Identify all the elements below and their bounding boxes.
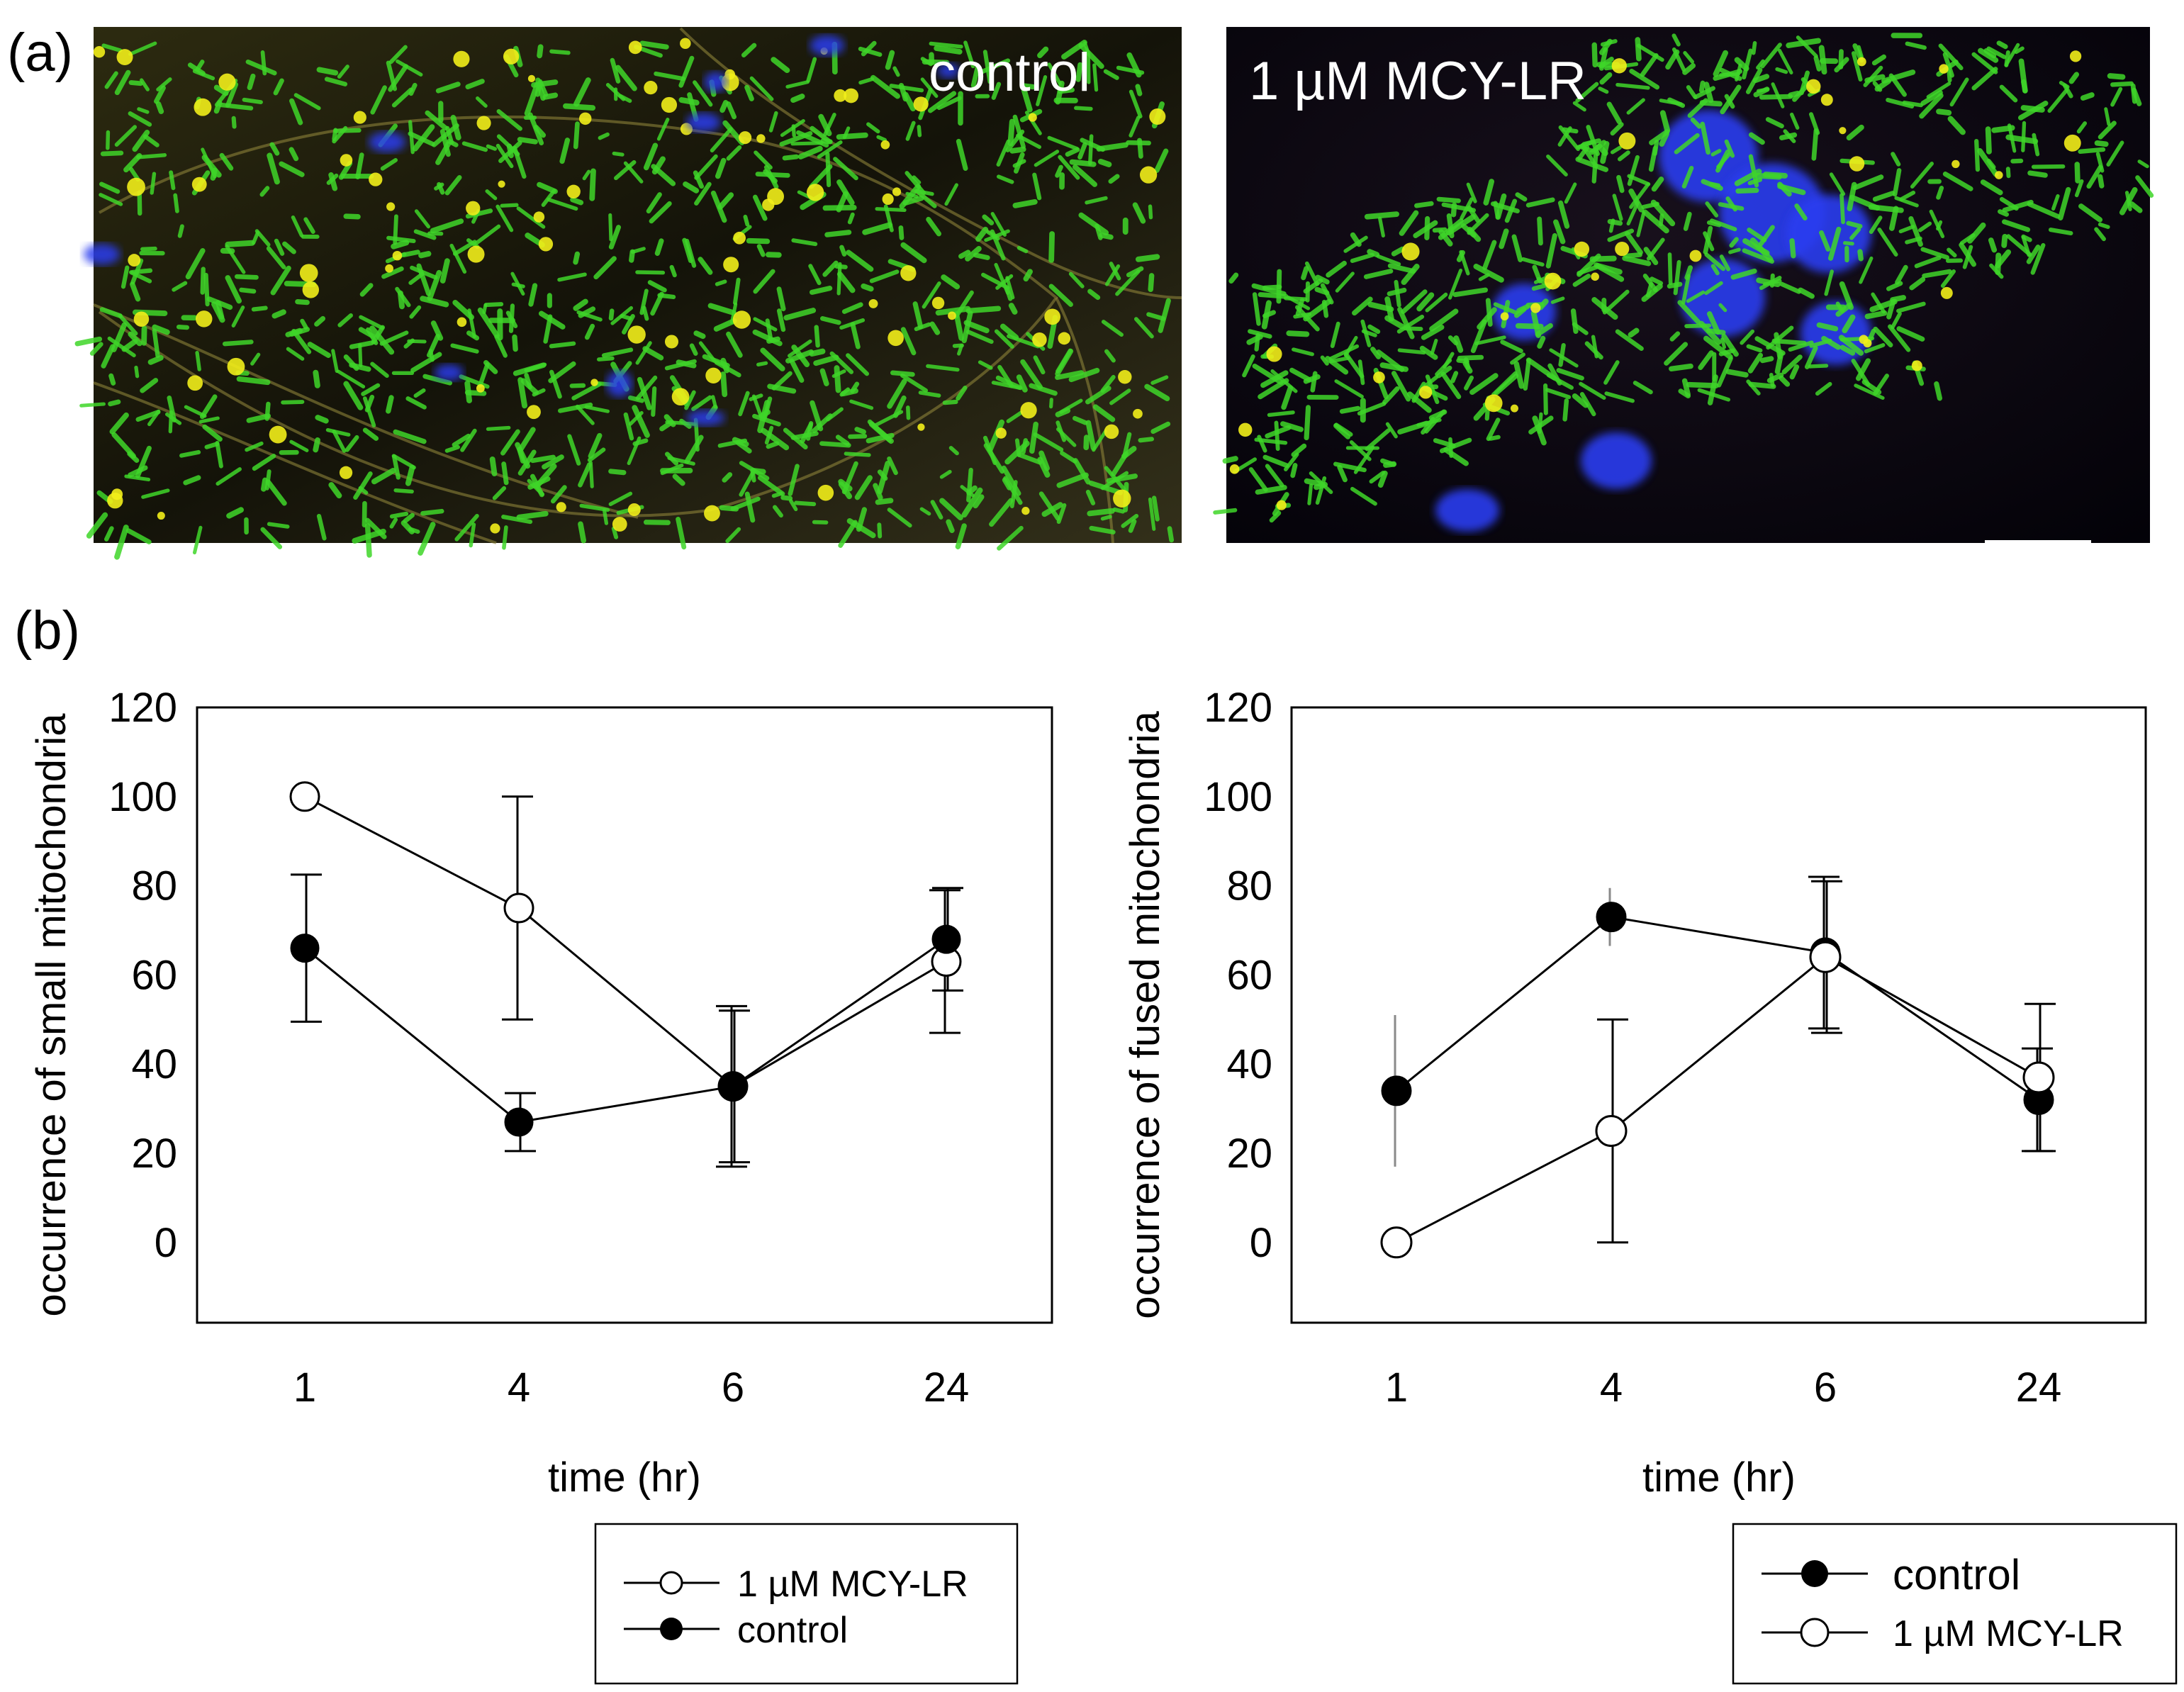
data-point-open	[1809, 941, 1842, 973]
plot-area	[1380, 875, 2056, 1259]
y-tick-label: 120	[108, 685, 177, 731]
cell-membrane	[1055, 297, 1114, 544]
plot-area	[289, 781, 963, 1168]
series-line	[1396, 916, 2039, 1101]
y-tick-label: 40	[131, 1041, 177, 1087]
plot-frame	[1290, 706, 2147, 1324]
x-axis-label: time (hr)	[1642, 1455, 1796, 1501]
y-axis-label: occurrence of fused mitochondria	[1122, 710, 1168, 1318]
x-tick-label: 6	[722, 1365, 744, 1411]
chart-fused-mitochondria: 0 20 40 60 80 100 120 1 4 6 24 time (hr) occurren…	[1122, 685, 2178, 1685]
series-line	[304, 795, 947, 1088]
data-point-filled	[504, 1107, 534, 1137]
y-tick-label: 60	[131, 952, 177, 998]
mitochondria-mcy-lr	[1213, 33, 2154, 532]
micrograph-label-control: control	[929, 43, 1090, 103]
data-point-filled	[718, 1072, 748, 1102]
data-point-filled	[290, 934, 320, 963]
data-point-open	[503, 892, 534, 924]
y-tick-label: 40	[1226, 1041, 1272, 1087]
micrograph-control: control	[74, 27, 1182, 560]
legend: control 1 µM MCY-LR	[1732, 1523, 2178, 1685]
x-tick-label: 1	[1385, 1365, 1408, 1411]
micrograph-mcy-lr: 1 µM MCY-LR	[1213, 27, 2154, 544]
series-line	[1396, 956, 2039, 1244]
y-tick-label: 0	[155, 1220, 177, 1266]
y-tick-label: 60	[1226, 952, 1272, 998]
y-axis-label: occurrence of small mitochondria	[28, 713, 74, 1317]
legend-marker-open	[659, 1571, 683, 1595]
data-point-filled	[1596, 902, 1627, 933]
y-tick-label: 100	[1204, 774, 1272, 820]
y-tick-label: 80	[131, 863, 177, 909]
data-point-open	[2022, 1061, 2055, 1094]
x-tick-label: 4	[508, 1365, 530, 1411]
legend-label: 1 µM MCY-LR	[1893, 1613, 2124, 1654]
x-tick-label: 4	[1600, 1365, 1623, 1411]
y-ticks: 0 20 40 60 80 100 120	[108, 685, 177, 1266]
data-point-filled	[931, 924, 961, 954]
legend-marker-filled	[1801, 1560, 1828, 1587]
x-axis-label: time (hr)	[548, 1455, 701, 1501]
legend: 1 µM MCY-LR control	[594, 1523, 1019, 1685]
scale-bar	[1985, 540, 2091, 544]
data-point-filled	[1381, 1075, 1412, 1106]
legend-box	[594, 1523, 1019, 1685]
series-line	[304, 938, 947, 1124]
x-tick-label: 6	[1814, 1365, 1837, 1411]
legend-label: control	[737, 1610, 848, 1651]
legend-label: 1 µM MCY-LR	[737, 1564, 968, 1605]
panel-label-a: (a)	[7, 23, 73, 83]
cell-membrane	[93, 381, 497, 544]
x-tick-label: 1	[293, 1365, 316, 1411]
data-point-open	[289, 781, 320, 812]
data-point-open	[1595, 1115, 1628, 1148]
mitochondria-control	[74, 35, 1175, 560]
legend-marker-open	[1800, 1618, 1830, 1647]
y-tick-label: 20	[1226, 1131, 1272, 1177]
y-ticks: 0 20 40 60 80 100 120	[1204, 685, 1272, 1266]
x-tick-label: 24	[924, 1365, 970, 1411]
x-ticks: 1 4 6 24	[293, 1365, 969, 1411]
y-tick-label: 120	[1204, 685, 1272, 731]
y-tick-label: 100	[108, 774, 177, 820]
y-tick-label: 0	[1250, 1220, 1272, 1266]
legend-label: control	[1893, 1551, 2020, 1598]
y-tick-label: 80	[1226, 863, 1272, 909]
legend-marker-filled	[660, 1618, 683, 1640]
y-tick-label: 20	[131, 1131, 177, 1177]
panel-label-b: (b)	[14, 600, 80, 661]
plot-frame	[196, 706, 1053, 1324]
data-point-open	[1380, 1226, 1413, 1259]
x-tick-label: 24	[2016, 1365, 2062, 1411]
legend-box	[1732, 1523, 2178, 1685]
x-ticks: 1 4 6 24	[1385, 1365, 2061, 1411]
micrograph-label-mcy-lr: 1 µM MCY-LR	[1249, 51, 1586, 111]
chart-small-mitochondria: 0 20 40 60 80 100 120 1 4 6 24 time (hr) occurren…	[28, 685, 1053, 1685]
